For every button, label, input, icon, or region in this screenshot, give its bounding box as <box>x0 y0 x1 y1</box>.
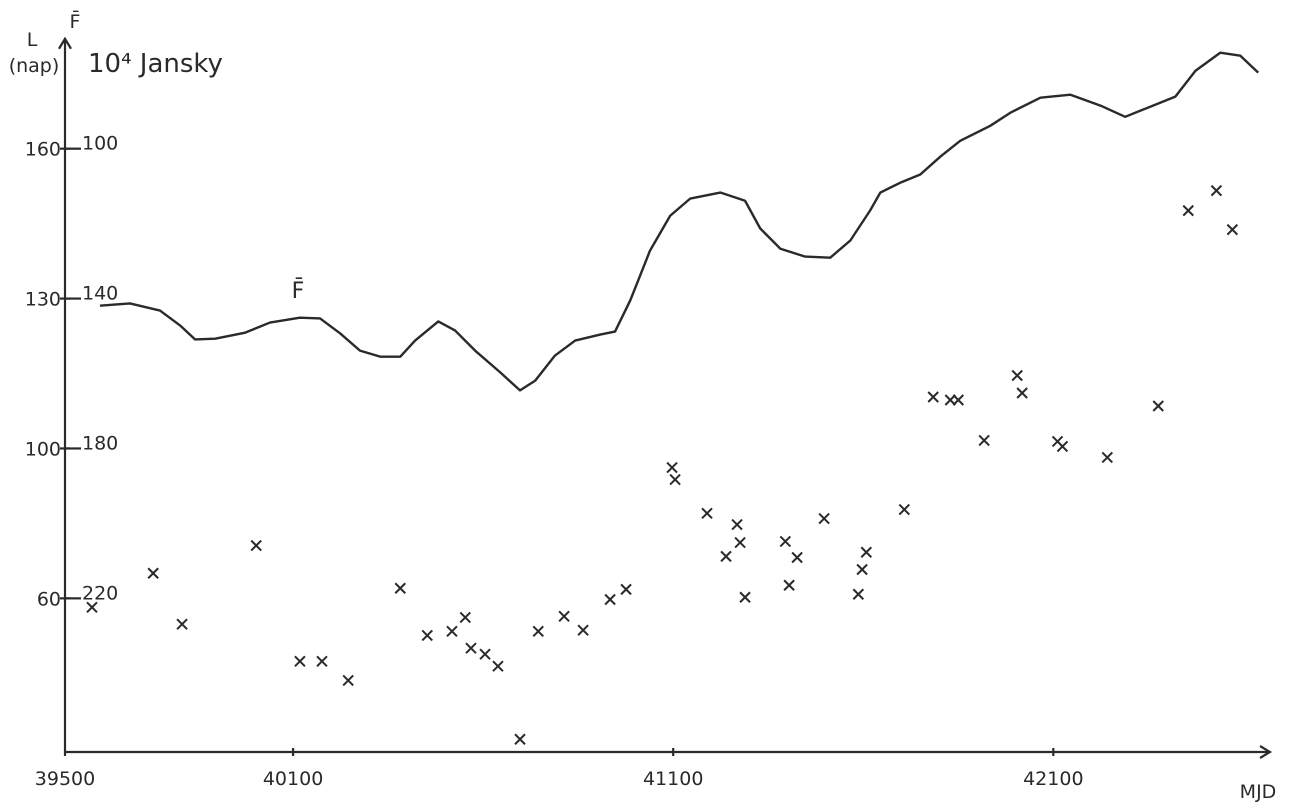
data-point <box>735 538 745 548</box>
y2-tick-label: 220 <box>82 582 118 604</box>
data-point <box>493 661 503 671</box>
data-point <box>605 594 615 604</box>
data-point <box>784 580 794 590</box>
data-point <box>667 463 677 473</box>
data-point <box>857 565 867 575</box>
data-point <box>466 643 476 653</box>
y2-axis-unit: 10⁴ Jansky <box>88 49 223 79</box>
y2-axis-label: F̄ <box>70 9 81 33</box>
x-axis-label: MJD <box>1240 781 1277 803</box>
x-axis <box>65 746 1270 758</box>
y-axis-unit: (nap) <box>9 55 60 77</box>
y-tick-label: 130 <box>25 289 61 311</box>
data-point <box>515 734 525 744</box>
data-point <box>979 435 989 445</box>
data-point <box>899 505 909 515</box>
data-point <box>447 626 457 636</box>
data-point <box>819 514 829 524</box>
y-tick-label: 60 <box>37 588 61 610</box>
data-point <box>395 583 405 593</box>
data-line <box>100 53 1258 391</box>
x-tick-label: 40100 <box>263 768 323 790</box>
data-point <box>1012 371 1022 381</box>
data-point <box>621 584 631 594</box>
data-point <box>1102 452 1112 462</box>
data-point <box>1227 225 1237 235</box>
data-point <box>480 649 490 659</box>
data-point <box>792 553 802 563</box>
data-point <box>670 475 680 485</box>
data-point <box>422 630 432 640</box>
y-tick-label: 100 <box>25 438 61 460</box>
x-tick-label: 42100 <box>1023 768 1083 790</box>
data-point <box>1017 388 1027 398</box>
data-point <box>1153 401 1163 411</box>
data-point <box>780 536 790 546</box>
data-point <box>853 589 863 599</box>
data-point <box>460 612 470 622</box>
data-point <box>295 656 305 666</box>
data-point <box>740 592 750 602</box>
y2-tick-label: 180 <box>82 432 118 454</box>
y-axis-label: L <box>27 29 38 51</box>
page: L (nap) F̄ 10⁴ Jansky MJD F̄ 160 130 100 60… <box>0 0 1296 803</box>
y2-tick-label: 100 <box>82 133 118 155</box>
data-point <box>928 392 938 402</box>
data-point <box>702 508 712 518</box>
chart: L (nap) F̄ 10⁴ Jansky MJD F̄ 160 130 100 60… <box>0 0 1296 803</box>
x-tick-label: 39500 <box>35 768 95 790</box>
x-tick-label: 41100 <box>643 768 703 790</box>
data-point <box>317 656 327 666</box>
data-point <box>533 626 543 636</box>
data-point <box>343 675 353 685</box>
data-point <box>559 611 569 621</box>
data-point <box>732 520 742 530</box>
data-point <box>1211 186 1221 196</box>
data-point <box>177 619 187 629</box>
data-point <box>251 541 261 551</box>
data-point <box>1183 206 1193 216</box>
data-point <box>578 625 588 635</box>
data-point <box>721 551 731 561</box>
y-tick-label: 160 <box>25 139 61 161</box>
y2-tick-label: 140 <box>82 283 118 305</box>
data-point <box>861 547 871 557</box>
data-point <box>953 395 963 405</box>
data-point <box>148 568 158 578</box>
annotation: F̄ <box>292 278 305 304</box>
data-point <box>1057 441 1067 451</box>
